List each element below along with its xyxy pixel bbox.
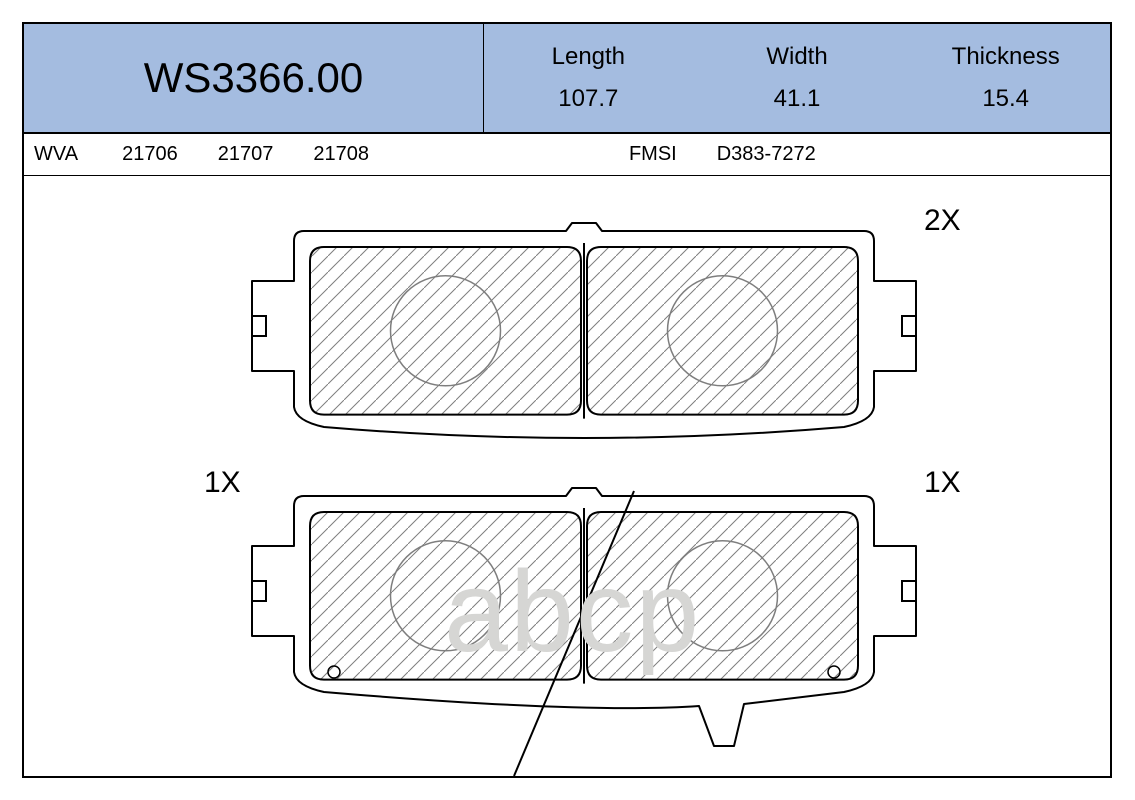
wva-code: 21707: [218, 143, 274, 166]
wva-code: 21706: [122, 143, 178, 166]
dim-label: Width: [766, 43, 827, 71]
qty-label: 2X: [924, 204, 961, 238]
part-number: WS3366.00: [144, 54, 363, 102]
diagram-area: abcp 2X 1X 1X: [24, 176, 1110, 776]
dim-length: Length 107.7: [484, 24, 693, 132]
codes-row: WVA 21706 21707 21708 FMSI D383-7272: [24, 134, 1110, 176]
fmsi-code: D383-7272: [717, 143, 816, 166]
part-number-cell: WS3366.00: [24, 24, 484, 132]
dim-width: Width 41.1: [693, 24, 902, 132]
qty-label: 1X: [924, 466, 961, 500]
spec-sheet: WS3366.00 Length 107.7 Width 41.1 Thickn…: [22, 22, 1112, 778]
qty-label: 1X: [204, 466, 241, 500]
dim-thickness: Thickness 15.4: [901, 24, 1110, 132]
dim-value: 107.7: [558, 85, 618, 113]
fmsi-label: FMSI: [629, 143, 677, 166]
dim-value: 15.4: [982, 85, 1029, 113]
wva-label: WVA: [34, 143, 78, 166]
dim-label: Length: [552, 43, 625, 71]
dim-label: Thickness: [952, 43, 1060, 71]
dim-value: 41.1: [774, 85, 821, 113]
wva-code: 21708: [313, 143, 369, 166]
header-row: WS3366.00 Length 107.7 Width 41.1 Thickn…: [24, 24, 1110, 134]
